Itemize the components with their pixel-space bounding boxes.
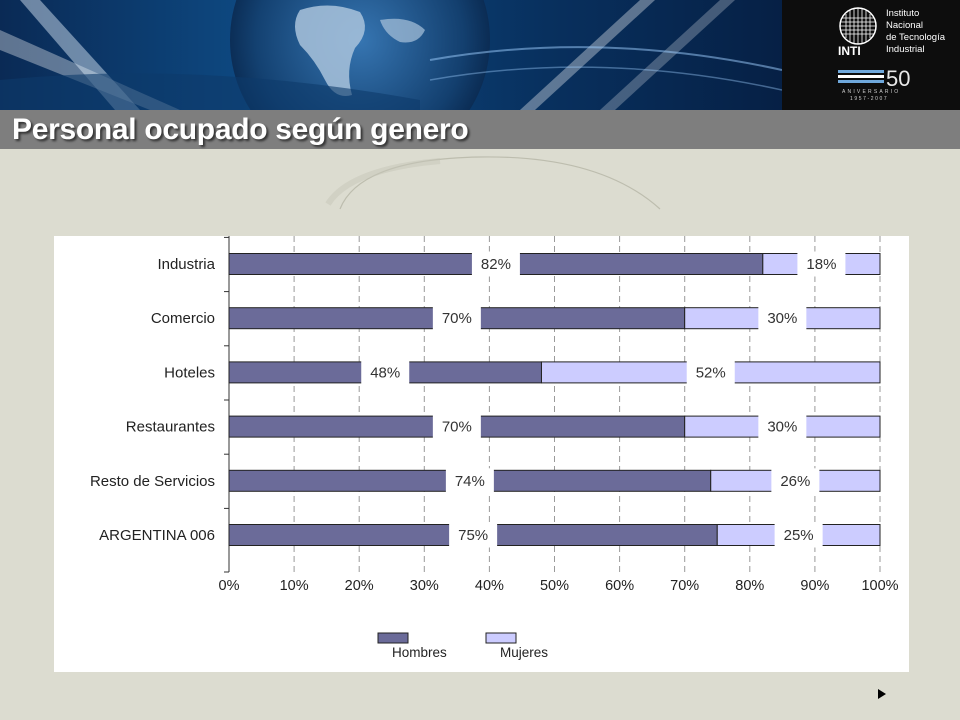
x-tick-label: 70%: [670, 578, 699, 594]
x-tick-label: 20%: [345, 578, 374, 594]
title-bar: Personal ocupado según genero: [0, 110, 960, 149]
inti-logo-panel: INTI Instituto Nacional de Tecnología In…: [782, 0, 960, 110]
x-tick-label: 80%: [735, 578, 764, 594]
x-tick-label: 100%: [861, 578, 898, 594]
data-label-background: [361, 359, 410, 385]
data-label-background: [432, 414, 481, 440]
chart-panel: 0% 10% 20% 30% 40% 50% 60% 70% 80% 90% 100% Industr…: [54, 236, 909, 672]
category-label: Industria: [157, 256, 215, 273]
next-slide-arrow-icon[interactable]: [878, 689, 886, 699]
decorative-swirl-graphic: [325, 156, 661, 210]
category-label: ARGENTINA 006: [99, 527, 215, 544]
inti-globe-logo-icon: [839, 7, 877, 45]
data-label-mujeres: 25%: [784, 527, 814, 544]
legend-swatch-hombres: [377, 632, 409, 644]
data-label-hombres: 75%: [458, 527, 488, 544]
data-label-mujeres: 52%: [696, 364, 726, 381]
data-label-background: [797, 251, 846, 277]
inti-acronym: INTI: [838, 44, 861, 58]
data-label-hombres: 70%: [442, 419, 472, 436]
data-label-background: [471, 251, 520, 277]
legend-label-hombres: Hombres: [392, 645, 447, 660]
x-tick-label: 50%: [540, 578, 569, 594]
data-label-mujeres: 30%: [767, 310, 797, 327]
stacked-bar-chart: 0% 10% 20% 30% 40% 50% 60% 70% 80% 90% 100% Industr…: [90, 236, 899, 660]
anniversary-label: ANIVERSARIO: [842, 89, 901, 95]
x-tick-label: 40%: [475, 578, 504, 594]
data-label-background: [445, 468, 494, 494]
x-tick-label: 0%: [219, 578, 240, 594]
x-tick-label: 60%: [605, 578, 634, 594]
data-label-hombres: 74%: [455, 473, 485, 490]
data-label-mujeres: 30%: [767, 419, 797, 436]
anniversary-number: 50: [886, 66, 911, 91]
institute-name: Instituto Nacional de Tecnología Industr…: [886, 8, 945, 55]
data-label-mujeres: 26%: [780, 473, 810, 490]
globe-banner-graphic: [0, 0, 782, 110]
category-label: Hoteles: [164, 364, 215, 381]
x-tick-label: 90%: [800, 578, 829, 594]
header-banner-image: [0, 0, 782, 110]
category-label: Restaurantes: [126, 419, 215, 436]
data-label-background: [686, 359, 735, 385]
data-label-hombres: 70%: [442, 310, 472, 327]
data-label-background: [758, 305, 807, 331]
data-label-hombres: 82%: [481, 256, 511, 273]
anniversary-stripes-graphic: [838, 70, 884, 83]
legend-label-mujeres: Mujeres: [500, 645, 548, 660]
category-label: Comercio: [151, 310, 215, 327]
x-tick-label: 30%: [410, 578, 439, 594]
page-title: Personal ocupado según genero: [12, 113, 469, 146]
data-label-background: [432, 305, 481, 331]
data-label-background: [449, 522, 498, 548]
data-label-background: [774, 522, 823, 548]
data-label-background: [771, 468, 820, 494]
data-label-hombres: 48%: [370, 364, 400, 381]
data-label-mujeres: 18%: [806, 256, 836, 273]
anniversary-years: 1957-2007: [850, 96, 889, 102]
x-tick-label: 10%: [280, 578, 309, 594]
data-label-background: [758, 414, 807, 440]
category-label: Resto de Servicios: [90, 473, 215, 490]
legend-swatch-mujeres: [485, 632, 517, 644]
